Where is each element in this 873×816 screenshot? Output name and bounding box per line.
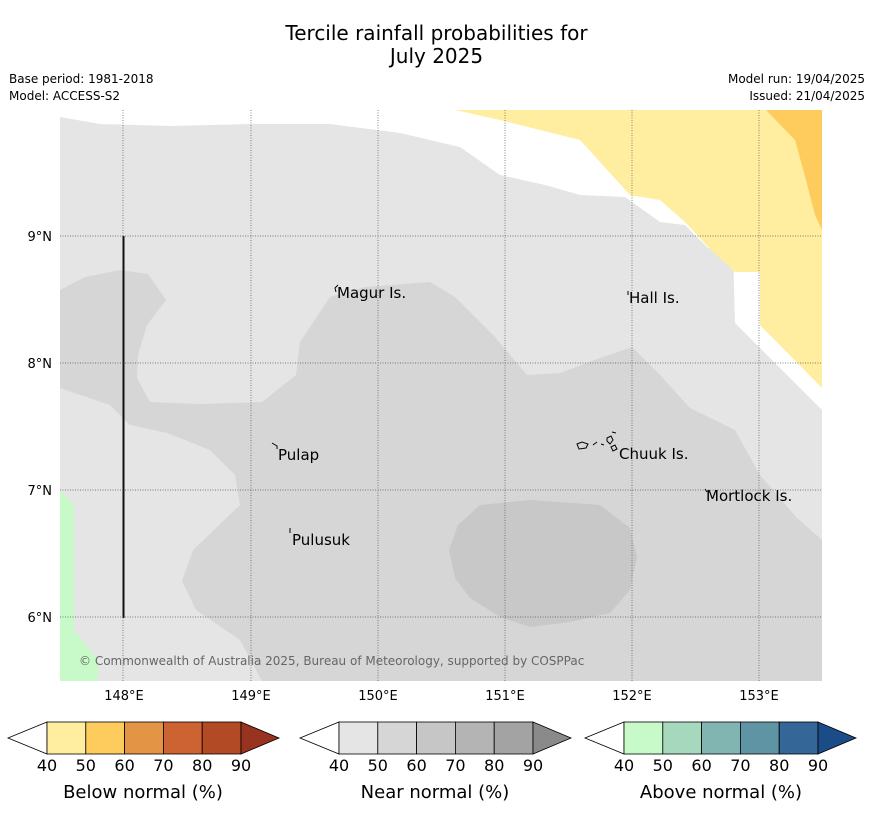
colorbar-swatch (124, 721, 164, 755)
colorbar-tick-label: 70 (445, 756, 465, 775)
colorbar-swatch (454, 721, 495, 755)
lon-label: 152°E (612, 689, 652, 704)
colorbar-swatch (377, 721, 417, 755)
issued-date: Issued: 21/04/2025 (749, 89, 865, 103)
island-magur (334, 284, 339, 293)
title-line-1: Tercile rainfall probabilities for (285, 21, 588, 45)
map-plot-area (60, 110, 822, 681)
colorbar-tick-label: 60 (406, 756, 426, 775)
lon-label: 149°E (231, 689, 271, 704)
gridlines (60, 110, 822, 681)
lon-axis-labels: 148°E 149°E 150°E 151°E 152°E 153°E (104, 689, 779, 704)
colorbar-swatch (662, 721, 702, 755)
lat-label: 8°N (28, 357, 53, 372)
colorbar-swatch (201, 721, 242, 755)
island-pulap (271, 442, 278, 449)
lon-label: 151°E (485, 689, 525, 704)
colorbar-tick-label: 80 (769, 756, 789, 775)
colorbar-low-extend (298, 721, 340, 755)
island-mortlock (704, 488, 708, 493)
base-period: Base period: 1981-2018 (9, 72, 154, 86)
colorbar-tick-label: 80 (484, 756, 504, 775)
colorbar-tick-label: 90 (523, 756, 543, 775)
place-label-pulap: Pulap (278, 446, 319, 464)
meta-left: Base period: 1981-2018 Model: ACCESS-S2 (9, 71, 154, 105)
below-normal-colorbar-title: Below normal (%) (63, 782, 223, 803)
colorbar-swatch (493, 721, 534, 755)
lon-label: 148°E (104, 689, 144, 704)
chart-title: Tercile rainfall probabilities for July … (0, 22, 873, 68)
above-normal-region (60, 490, 98, 681)
above-normal-colorbar: 40 50 60 70 80 90 Above normal (%) (583, 721, 858, 803)
lat-label: 6°N (28, 611, 53, 626)
colorbar-swatch (740, 721, 780, 755)
colorbar-low-extend (6, 721, 48, 755)
colorbar-tick-label: 40 (37, 756, 57, 775)
near-normal-colorbar-title: Near normal (%) (361, 782, 510, 803)
island-outlines (271, 284, 708, 533)
colorbar-tick-label: 50 (653, 756, 673, 775)
place-label-pulusuk: Pulusuk (292, 531, 350, 549)
colorbar-swatch (46, 721, 87, 755)
place-label-hall: Hall Is. (629, 289, 680, 307)
below-normal-40-region (455, 110, 822, 388)
place-label-mortlock: Mortlock Is. (706, 487, 792, 505)
colorbar-tick-label: 50 (368, 756, 388, 775)
below-normal-50-region (766, 110, 822, 230)
model-name: Model: ACCESS-S2 (9, 89, 121, 103)
colorbar-swatch (416, 721, 456, 755)
place-label-chuuk: Chuuk Is. (619, 445, 688, 463)
near-normal-colorbar: 40 50 60 70 80 90 Near normal (%) (298, 721, 573, 803)
lat-label: 9°N (28, 230, 53, 245)
colorbar-swatch (701, 721, 741, 755)
lon-label: 150°E (358, 689, 398, 704)
meta-right: Model run: 19/04/2025 Issued: 21/04/2025 (728, 71, 865, 105)
colorbar-high-extend (532, 721, 573, 755)
colorbar-tick-label: 70 (730, 756, 750, 775)
colorbar-high-extend (817, 721, 858, 755)
lon-label: 153°E (739, 689, 779, 704)
near-normal-60-region (449, 500, 637, 627)
place-labels: Magur Is. Hall Is. Pulap Chuuk Is. Mortl… (278, 284, 792, 549)
lat-label: 7°N (28, 484, 53, 499)
colorbar-tick-label: 70 (153, 756, 173, 775)
colorbar-tick-label: 90 (808, 756, 828, 775)
colorbar-tick-label: 50 (76, 756, 96, 775)
model-run: Model run: 19/04/2025 (727, 72, 865, 86)
below-normal-colorbar: 40 50 60 70 80 90 Below normal (%) (6, 721, 281, 803)
place-label-magur: Magur Is. (337, 284, 406, 302)
colorbar-tick-label: 40 (614, 756, 634, 775)
colorbar-tick-label: 80 (192, 756, 212, 775)
title-line-2: July 2025 (389, 44, 484, 68)
copyright-text: © Commonwealth of Australia 2025, Bureau… (79, 654, 584, 668)
lat-axis-labels: 9°N 8°N 7°N 6°N (28, 230, 53, 626)
colorbar-tick-label: 90 (231, 756, 251, 775)
colorbar-swatch (778, 721, 819, 755)
colorbar-tick-label: 60 (691, 756, 711, 775)
colorbar-swatch (623, 721, 664, 755)
above-normal-colorbar-title: Above normal (%) (640, 782, 802, 803)
island-chuuk (576, 431, 618, 452)
colorbar-tick-label: 40 (329, 756, 349, 775)
colorbar-low-extend (583, 721, 625, 755)
colorbar-high-extend (240, 721, 281, 755)
colorbar-swatch (162, 721, 203, 755)
colorbar-swatch (338, 721, 379, 755)
colorbar-swatch (85, 721, 126, 755)
colorbar-tick-label: 60 (114, 756, 134, 775)
